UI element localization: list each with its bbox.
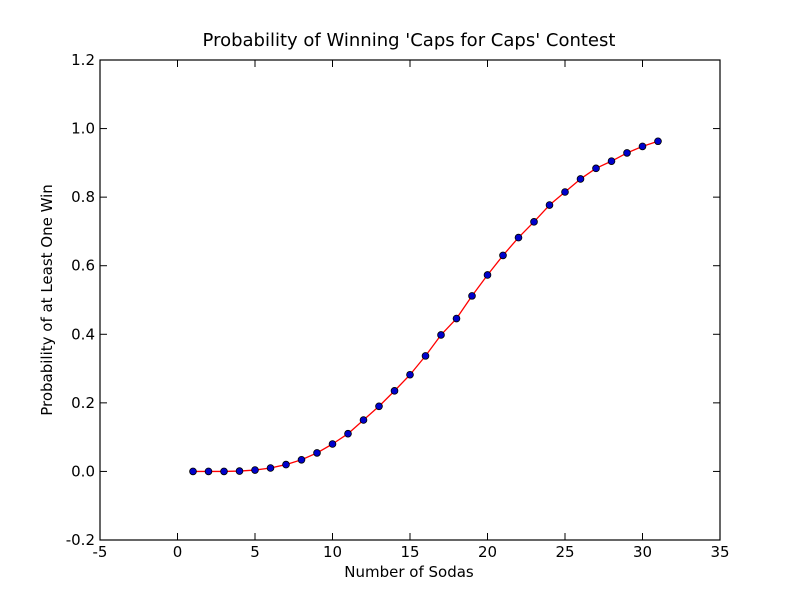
data-point xyxy=(313,449,321,457)
x-tick-label: 15 xyxy=(400,543,419,561)
y-axis-label: Probability of at Least One Win xyxy=(38,184,56,416)
data-point xyxy=(437,331,445,339)
data-point xyxy=(297,455,306,464)
data-point xyxy=(235,467,244,475)
data-point xyxy=(328,440,337,448)
data-point xyxy=(251,466,259,474)
x-tick-label: 20 xyxy=(478,543,497,561)
y-tick-label: 0.2 xyxy=(71,394,95,412)
data-point xyxy=(638,142,647,151)
x-tick-label: 0 xyxy=(173,543,183,561)
data-point xyxy=(390,387,399,395)
data-point xyxy=(204,467,213,476)
data-point xyxy=(406,370,414,379)
data-point xyxy=(607,157,616,165)
data-point xyxy=(375,402,383,411)
data-point xyxy=(266,464,275,472)
plot-frame xyxy=(99,59,721,541)
plot-area: -5 0 5 10 15 20 25 30 35 -0.2 0.0 0.2 0.4 0.6 0.8 1.0 1.… xyxy=(66,51,730,561)
y-tick-label: 0.8 xyxy=(71,188,95,206)
data-point xyxy=(561,188,569,196)
data-point xyxy=(623,149,631,157)
y-tick-label: 0.0 xyxy=(71,462,95,480)
data-point xyxy=(499,251,507,260)
data-point xyxy=(344,429,352,438)
data-point xyxy=(359,416,368,424)
x-tick-label: -5 xyxy=(93,543,108,561)
y-tick-label: 0.6 xyxy=(71,257,95,275)
data-point xyxy=(654,137,662,146)
data-point xyxy=(576,175,585,183)
x-tick-label: 5 xyxy=(250,543,260,561)
y-tick-label: 1.2 xyxy=(71,51,95,69)
x-tick-label: 30 xyxy=(633,543,652,561)
data-point xyxy=(282,460,290,469)
x-axis-label: Number of Sodas xyxy=(344,563,474,581)
data-point xyxy=(545,201,554,209)
data-point xyxy=(514,233,523,242)
data-point xyxy=(189,467,197,476)
data-point xyxy=(592,164,600,173)
data-point xyxy=(421,352,430,360)
chart-title: Probability of Winning 'Caps for Caps' C… xyxy=(203,30,616,51)
y-tick-label: 1.0 xyxy=(71,120,95,138)
data-point xyxy=(468,292,476,300)
x-tick-label: 10 xyxy=(323,543,342,561)
x-tick-label: 25 xyxy=(555,543,574,561)
data-point xyxy=(530,218,538,226)
y-tick-label: -0.2 xyxy=(66,531,95,549)
data-point xyxy=(483,271,492,279)
x-tick-label: 35 xyxy=(710,543,729,561)
data-point xyxy=(220,467,228,476)
data-point xyxy=(452,314,461,323)
y-tick-label: 0.4 xyxy=(71,325,95,343)
